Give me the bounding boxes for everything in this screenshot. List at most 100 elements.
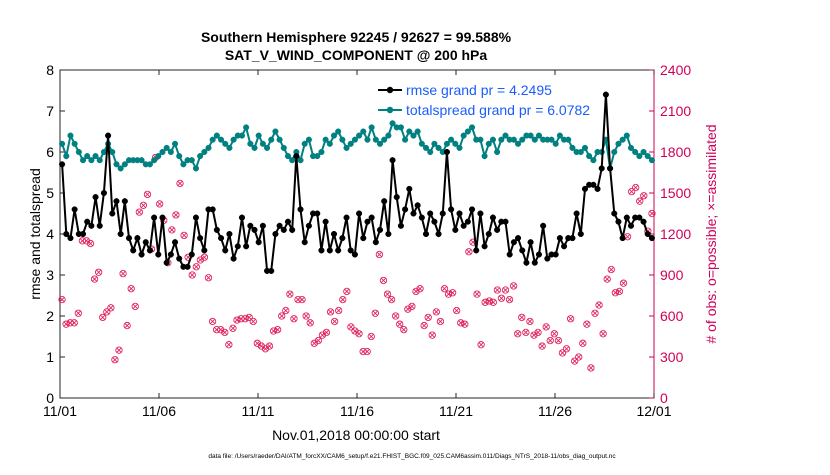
obs-assimilated-marker: [104, 309, 110, 315]
obs-possible-marker: [526, 317, 534, 326]
obs-possible-marker: [379, 276, 388, 285]
obs-possible-marker: [70, 319, 78, 327]
obs-assimilated-marker: [384, 291, 391, 297]
series-point: [590, 157, 597, 164]
obs-assimilated-marker: [254, 340, 261, 347]
series-point: [314, 153, 321, 160]
series-point: [284, 153, 292, 160]
chart-subtitle: SAT_V_WIND_COMPONENT @ 200 hPa: [225, 47, 488, 63]
series-point: [443, 140, 450, 147]
obs-possible-marker: [497, 294, 506, 302]
series-point: [84, 153, 91, 160]
obs-possible-marker: [347, 323, 355, 331]
obs-assimilated-marker: [604, 276, 610, 282]
obs-possible-marker: [465, 248, 473, 256]
obs-assimilated-marker: [270, 328, 277, 334]
series-point: [100, 189, 107, 197]
obs-possible-marker: [627, 187, 636, 196]
series-point: [648, 235, 655, 242]
series-point: [63, 230, 70, 238]
x-tick-label: 11/11: [242, 403, 275, 419]
series-point: [105, 132, 112, 139]
obs-possible-marker: [550, 330, 558, 338]
series-point: [293, 153, 300, 160]
chart-title: Southern Hemisphere 92245 / 92627 = 99.5…: [201, 29, 512, 45]
obs-assimilated-marker: [502, 287, 509, 293]
series-point: [443, 148, 450, 156]
obs-assimilated-marker: [173, 212, 179, 218]
obs-possible-marker: [514, 330, 522, 338]
obs-assimilated-marker: [576, 354, 582, 360]
series-point: [356, 210, 363, 217]
obs-possible-marker: [131, 302, 139, 311]
obs-assimilated-marker: [519, 314, 525, 321]
obs-assimilated-marker: [380, 277, 387, 284]
obs-assimilated-marker: [401, 326, 407, 333]
obs-assimilated-marker: [498, 295, 505, 301]
series-point: [627, 144, 635, 151]
obs-possible-marker: [135, 208, 143, 216]
series-point: [364, 136, 371, 143]
series-point: [619, 235, 626, 242]
obs-assimilated-marker: [584, 321, 590, 327]
series-point: [243, 243, 250, 250]
obs-possible-marker: [619, 279, 628, 287]
obs-assimilated-marker: [514, 331, 521, 337]
obs-assimilated-marker: [535, 329, 541, 336]
obs-assimilated-marker: [616, 288, 623, 295]
y-tick-label-right: 600: [660, 308, 684, 324]
obs-assimilated-marker: [486, 298, 492, 304]
y-tick-label-left: 2: [46, 308, 54, 324]
obs-possible-marker: [86, 239, 95, 248]
obs-possible-marker: [306, 319, 314, 327]
footer-filepath: data file: /Users/raeder/DAI/ATM_forcXX/…: [208, 453, 616, 460]
obs-assimilated-marker: [441, 285, 448, 292]
obs-assimilated-marker: [213, 326, 220, 333]
y-tick-label-right: 1800: [660, 144, 691, 160]
obs-possible-marker: [432, 308, 440, 316]
series-point: [289, 226, 296, 233]
series-point: [121, 198, 128, 205]
obs-possible-marker: [566, 315, 575, 323]
y-tick-label-left: 1: [46, 349, 54, 365]
series-point: [301, 140, 308, 147]
obs-possible-marker: [603, 275, 611, 283]
series-point: [272, 128, 279, 135]
x-tick-label: 11/26: [538, 403, 572, 419]
obs-possible-marker: [440, 285, 449, 293]
obs-assimilated-marker: [453, 307, 460, 314]
obs-assimilated-marker: [266, 343, 273, 349]
series-point: [372, 136, 379, 143]
series-point: [402, 206, 409, 213]
series-point: [297, 157, 304, 164]
obs-possible-marker: [156, 200, 164, 208]
series-point: [113, 161, 120, 168]
obs-possible-marker: [522, 328, 530, 337]
series-point: [448, 206, 455, 213]
series-point: [581, 185, 589, 192]
series-point: [464, 128, 471, 135]
obs-possible-marker: [591, 309, 599, 317]
series-point: [146, 161, 153, 168]
series-point: [552, 251, 559, 258]
series-point: [268, 136, 275, 143]
series-point: [648, 157, 655, 164]
series-point: [138, 251, 145, 258]
series-point: [422, 144, 430, 151]
obs-possible-marker: [571, 357, 579, 365]
y-tick-label-left: 5: [46, 185, 54, 201]
series-point: [464, 218, 471, 225]
series-assimilated: [59, 154, 655, 371]
obs-assimilated-marker: [279, 313, 285, 319]
obs-assimilated-marker: [388, 296, 395, 303]
obs-assimilated-marker: [67, 320, 73, 326]
obs-assimilated-marker: [140, 202, 147, 209]
obs-assimilated-marker: [291, 316, 297, 322]
series-point: [510, 136, 517, 143]
series-point: [222, 140, 229, 147]
obs-possible-marker: [249, 317, 257, 326]
series-point: [376, 140, 384, 147]
series-point: [397, 124, 404, 131]
obs-assimilated-marker: [417, 285, 423, 292]
series-point: [268, 267, 275, 274]
